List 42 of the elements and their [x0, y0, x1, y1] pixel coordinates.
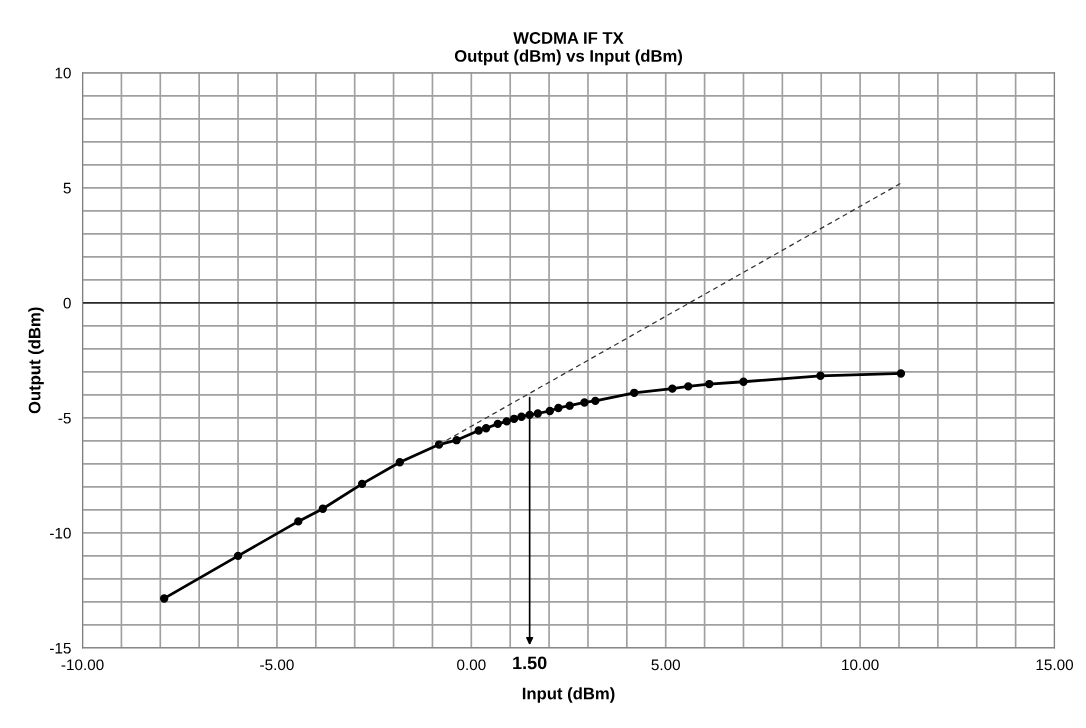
point [395, 458, 404, 467]
point [816, 371, 825, 380]
x-axis-title: Input (dBm) [522, 687, 615, 703]
point [668, 384, 677, 393]
point [474, 426, 483, 435]
point [545, 406, 555, 416]
point [493, 419, 502, 429]
point [517, 412, 526, 421]
point [705, 379, 714, 389]
x-tick-label: -5.00 [260, 659, 294, 671]
x-tick-label: -10.00 [61, 659, 104, 671]
point [580, 398, 589, 407]
point [318, 504, 327, 513]
point [739, 377, 748, 386]
x-tick-label: 15.00 [1036, 659, 1074, 671]
point [452, 436, 461, 445]
x-tick-label: 5.00 [651, 659, 680, 671]
point [554, 403, 563, 413]
point [896, 369, 906, 378]
y-tick-label: 5 [63, 182, 71, 194]
y-tick-label: -15 [50, 642, 71, 654]
point [509, 414, 519, 423]
y-tick-label: -5 [58, 412, 71, 424]
point [591, 396, 600, 406]
x-tick-label: 10.00 [842, 659, 879, 671]
point [565, 401, 574, 410]
y-tick-label: 0 [63, 297, 71, 309]
y-tick-label: -10 [50, 527, 71, 539]
x-tick-label: 0.00 [457, 659, 486, 671]
point [533, 409, 542, 418]
y-tick-label: 10 [55, 67, 71, 79]
y-axis-title: Output (dBm) [28, 307, 44, 414]
point [630, 388, 639, 397]
point [160, 594, 169, 603]
point [684, 382, 693, 391]
point [481, 424, 491, 433]
point [357, 479, 367, 489]
point [233, 551, 243, 561]
annotation: 1.50 [513, 656, 547, 670]
point [294, 517, 303, 526]
point [502, 417, 511, 426]
chart-title: WCDMA IF TX Output (dBm) vs Input (dBm) [454, 32, 683, 66]
